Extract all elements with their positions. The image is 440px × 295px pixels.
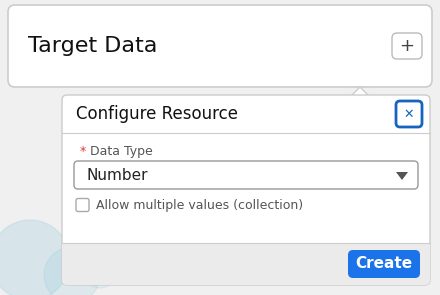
FancyBboxPatch shape [62, 243, 430, 285]
Polygon shape [396, 172, 408, 180]
FancyBboxPatch shape [396, 101, 422, 127]
Text: Number: Number [86, 168, 147, 183]
Text: *: * [80, 145, 86, 158]
Circle shape [0, 220, 70, 295]
FancyBboxPatch shape [62, 95, 430, 285]
Text: Allow multiple values (collection): Allow multiple values (collection) [96, 199, 303, 212]
FancyBboxPatch shape [8, 5, 432, 87]
Text: ✕: ✕ [404, 107, 414, 120]
Text: Data Type: Data Type [86, 145, 153, 158]
FancyBboxPatch shape [392, 33, 422, 59]
FancyBboxPatch shape [76, 199, 89, 212]
Bar [62, 243, 430, 264]
FancyBboxPatch shape [74, 161, 418, 189]
Polygon shape [350, 87, 370, 97]
Text: Create: Create [356, 256, 413, 271]
Circle shape [82, 252, 118, 288]
FancyBboxPatch shape [348, 250, 420, 278]
Text: +: + [400, 37, 414, 55]
Text: Configure Resource: Configure Resource [76, 105, 238, 123]
Text: Target Data: Target Data [28, 36, 158, 56]
Circle shape [44, 247, 100, 295]
